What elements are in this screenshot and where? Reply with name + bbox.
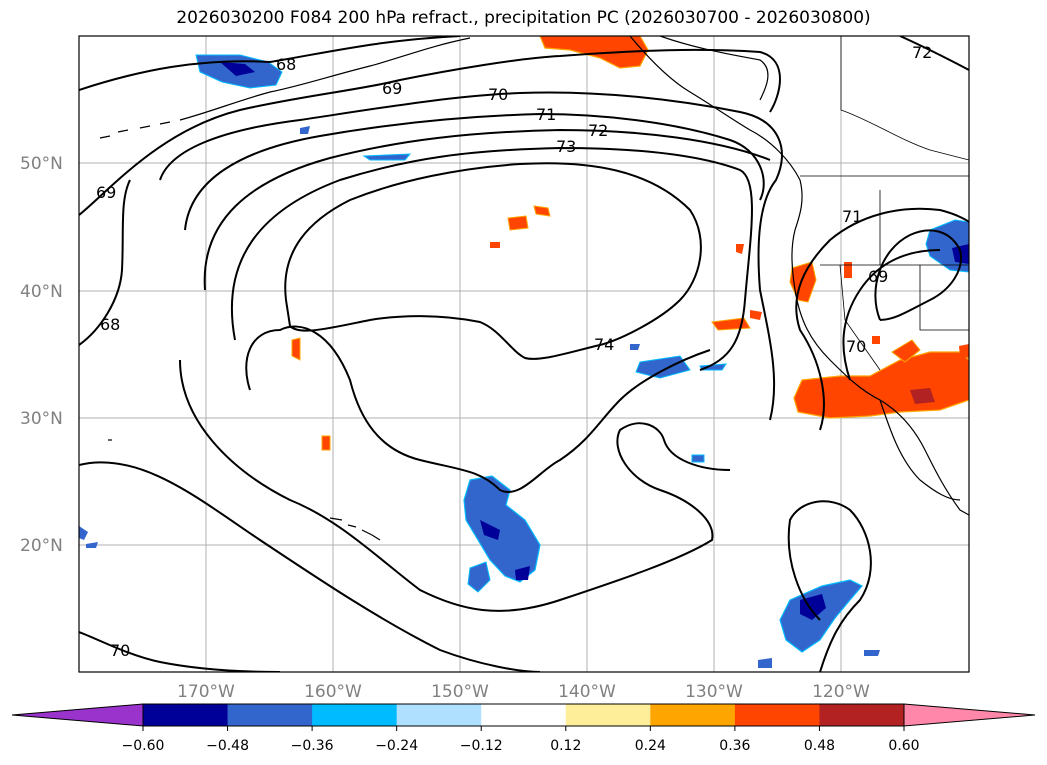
lon-label-140w: 140°W — [558, 682, 616, 702]
colorbar-extend-low — [11, 703, 144, 727]
contour-label-69-east: 69 — [868, 267, 888, 286]
colorbar-tick-label: 0.12 — [550, 738, 581, 754]
contour-label-69-west: 69 — [96, 183, 116, 202]
longitude-labels: 170°W 160°W 150°W 140°W 130°W 120°W — [177, 682, 870, 702]
colorbar-tick-label: −0.12 — [460, 738, 503, 754]
contour-label-72-north: 72 — [588, 121, 608, 140]
contour-label-70-east: 70 — [846, 337, 866, 356]
lat-label-20n: 20°N — [20, 536, 63, 556]
contour-label-68-west: 68 — [100, 315, 120, 334]
contour-label-69-north: 69 — [382, 79, 402, 98]
lon-label-160w: 160°W — [304, 682, 362, 702]
lon-label-130w: 130°W — [685, 682, 743, 702]
contour-labels: 68 69 70 71 72 73 74 72 71 69 70 69 68 7… — [96, 43, 932, 660]
lon-label-120w: 120°W — [812, 682, 870, 702]
colorbar-segment — [481, 704, 567, 726]
precip-shading — [79, 36, 969, 668]
colorbar-segment — [650, 704, 736, 726]
colorbar: −0.60 −0.48 −0.36 −0.24 −0.12 0.12 0.24 0.36 0.4… — [11, 703, 1036, 754]
colorbar-tick-label: −0.36 — [291, 738, 334, 754]
refractivity-contours — [79, 36, 969, 672]
chart-title: 2026030200 F084 200 hPa refract., precip… — [176, 8, 871, 28]
colorbar-segment — [565, 704, 651, 726]
colorbar-segment — [312, 704, 398, 726]
colorbar-tick-label: −0.60 — [122, 738, 165, 754]
contour-label-70-southwest: 70 — [110, 641, 130, 660]
colorbar-segment — [396, 704, 482, 726]
contour-label-70-north: 70 — [488, 85, 508, 104]
colorbar-tick-label: 0.24 — [635, 738, 666, 754]
contour-label-73: 73 — [556, 137, 576, 156]
colorbar-extend-high — [903, 703, 1036, 727]
colorbar-tick-label: −0.48 — [206, 738, 249, 754]
latitude-labels: 50°N 40°N 30°N 20°N — [20, 154, 63, 556]
colorbar-tick-label: 0.60 — [888, 738, 919, 754]
lon-label-170w: 170°W — [177, 682, 235, 702]
contour-label-68-north: 68 — [276, 55, 296, 74]
lat-label-30n: 30°N — [20, 409, 63, 429]
colorbar-segment — [143, 704, 229, 726]
lat-label-40n: 40°N — [20, 282, 63, 302]
contour-label-74: 74 — [594, 335, 614, 354]
colorbar-tick-label: 0.36 — [719, 738, 750, 754]
colorbar-tick-label: −0.24 — [375, 738, 418, 754]
colorbar-segment — [227, 704, 313, 726]
contour-label-71-north: 71 — [536, 105, 556, 124]
colorbar-segment — [734, 704, 820, 726]
contour-label-71-east: 71 — [842, 207, 862, 226]
map-frame — [78, 35, 970, 673]
lon-label-150w: 150°W — [431, 682, 489, 702]
contour-label-72-ne: 72 — [912, 43, 932, 62]
coastlines — [99, 36, 969, 541]
colorbar-segment — [819, 704, 905, 726]
lat-label-50n: 50°N — [20, 154, 63, 174]
colorbar-frame — [142, 703, 905, 727]
political-borders — [800, 36, 969, 371]
colorbar-tick-label: 0.48 — [804, 738, 835, 754]
